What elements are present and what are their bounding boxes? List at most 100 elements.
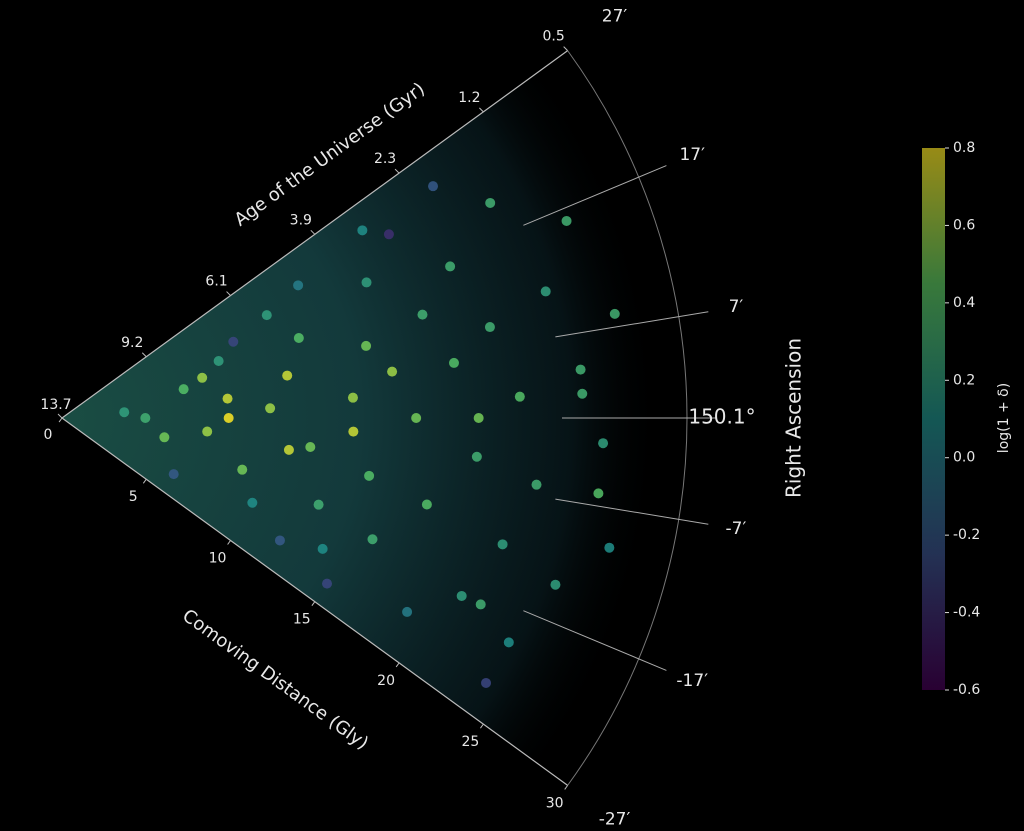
r-tick: [142, 478, 147, 484]
galaxy-point: [361, 340, 372, 351]
galaxy-point: [140, 413, 151, 423]
galaxy-point: [282, 370, 293, 381]
galaxy-point: [503, 637, 514, 648]
galaxy-point: [609, 308, 620, 319]
r-tick-label: 25: [461, 734, 479, 750]
r-tick-label: 20: [377, 673, 395, 689]
theta-tick-label: -7′: [726, 519, 747, 539]
top-tick-label: 3.9: [290, 212, 312, 228]
theta-tick-label: 27′: [602, 7, 628, 27]
galaxy-point: [261, 310, 272, 321]
galaxy-point: [485, 197, 496, 208]
galaxy-point: [357, 225, 368, 236]
theta-tick: [523, 610, 667, 671]
theta-tick: [555, 311, 709, 338]
top-tick-label: 1.2: [458, 90, 480, 106]
r-tick-label: 10: [209, 550, 227, 566]
galaxy-point: [484, 322, 495, 333]
colorbar-tick-label: 0.0: [953, 450, 975, 466]
top-tick: [479, 107, 484, 113]
theta-tick-label: 150.1°: [688, 405, 755, 429]
galaxy-point: [475, 599, 486, 610]
colorbar-tick-label: -0.4: [953, 605, 980, 621]
top-tick: [57, 413, 63, 419]
galaxy-point: [514, 391, 525, 402]
colorbar-tick-label: 0.2: [953, 372, 975, 388]
galaxy-point: [168, 469, 179, 480]
galaxy-point: [178, 384, 189, 395]
galaxy-point: [550, 579, 561, 590]
r-tick: [395, 662, 400, 668]
galaxy-point: [604, 542, 615, 553]
galaxy-point: [305, 442, 316, 453]
galaxy-point: [473, 413, 484, 423]
galaxy-point: [213, 355, 224, 366]
galaxy-point: [361, 277, 372, 288]
top-tick: [394, 168, 400, 174]
top-tick: [310, 229, 316, 235]
colorbar-tick-label: -0.2: [953, 527, 980, 543]
galaxy-point: [387, 366, 398, 377]
theta-tick-label: 17′: [679, 145, 705, 165]
galaxy-point: [575, 364, 586, 375]
galaxy-point: [119, 407, 130, 418]
galaxy-point: [347, 392, 358, 403]
galaxy-point: [237, 464, 248, 475]
galaxy-point: [223, 413, 234, 423]
galaxy-point: [471, 451, 482, 462]
galaxy-point: [497, 539, 508, 550]
r-tick-label: 30: [546, 795, 564, 811]
galaxy-point: [348, 426, 359, 437]
galaxy-point: [577, 388, 588, 399]
density-glow: [62, 57, 675, 779]
theta-tick-label: 7′: [729, 297, 744, 317]
r-tick-label: 5: [129, 489, 138, 505]
top-tick-label: 0.5: [543, 29, 565, 45]
galaxy-point: [197, 372, 208, 383]
top-tick-label: 6.1: [205, 274, 227, 290]
galaxy-point: [593, 488, 604, 499]
plot-area: [62, 57, 675, 779]
r-tick: [311, 601, 316, 607]
galaxy-point: [561, 215, 572, 226]
galaxy-point: [283, 444, 294, 455]
colorbar-label: log(1 + δ): [996, 383, 1012, 453]
galaxy-point: [421, 499, 432, 510]
galaxy-point: [202, 426, 213, 437]
top-tick-label: 2.3: [374, 151, 396, 167]
galaxy-point: [247, 497, 258, 508]
galaxy-point: [481, 677, 492, 688]
top-tick: [226, 291, 231, 296]
galaxy-point: [383, 229, 394, 240]
galaxy-point: [159, 432, 170, 443]
colorbar: [922, 148, 945, 690]
galaxy-point: [364, 470, 375, 481]
theta-tick-label: -27′: [599, 809, 631, 829]
galaxy-point: [540, 286, 551, 297]
r-axis-label: Comoving Distance (Gly): [178, 605, 372, 754]
galaxy-point: [317, 543, 328, 554]
r-tick: [564, 785, 569, 790]
galaxy-point: [402, 606, 413, 617]
galaxy-point: [274, 535, 285, 546]
top-tick: [141, 352, 147, 358]
galaxy-point: [417, 309, 428, 320]
galaxy-point: [445, 261, 456, 272]
r-tick: [227, 540, 231, 545]
galaxy-point: [367, 534, 378, 545]
top-tick: [563, 46, 568, 51]
galaxy-point: [531, 479, 542, 490]
galaxy-point: [265, 403, 276, 414]
top-tick-label: 13.7: [40, 397, 71, 413]
galaxy-point: [222, 393, 233, 404]
galaxy-point: [411, 413, 422, 423]
r-tick-label: 0: [44, 427, 53, 443]
r-tick: [58, 417, 63, 423]
galaxy-point: [293, 280, 304, 291]
r-tick-label: 15: [293, 612, 311, 628]
galaxy-point: [598, 438, 609, 449]
colorbar-tick-label: 0.4: [953, 295, 975, 311]
galaxy-point: [322, 578, 333, 589]
top-tick-label: 9.2: [121, 335, 143, 351]
